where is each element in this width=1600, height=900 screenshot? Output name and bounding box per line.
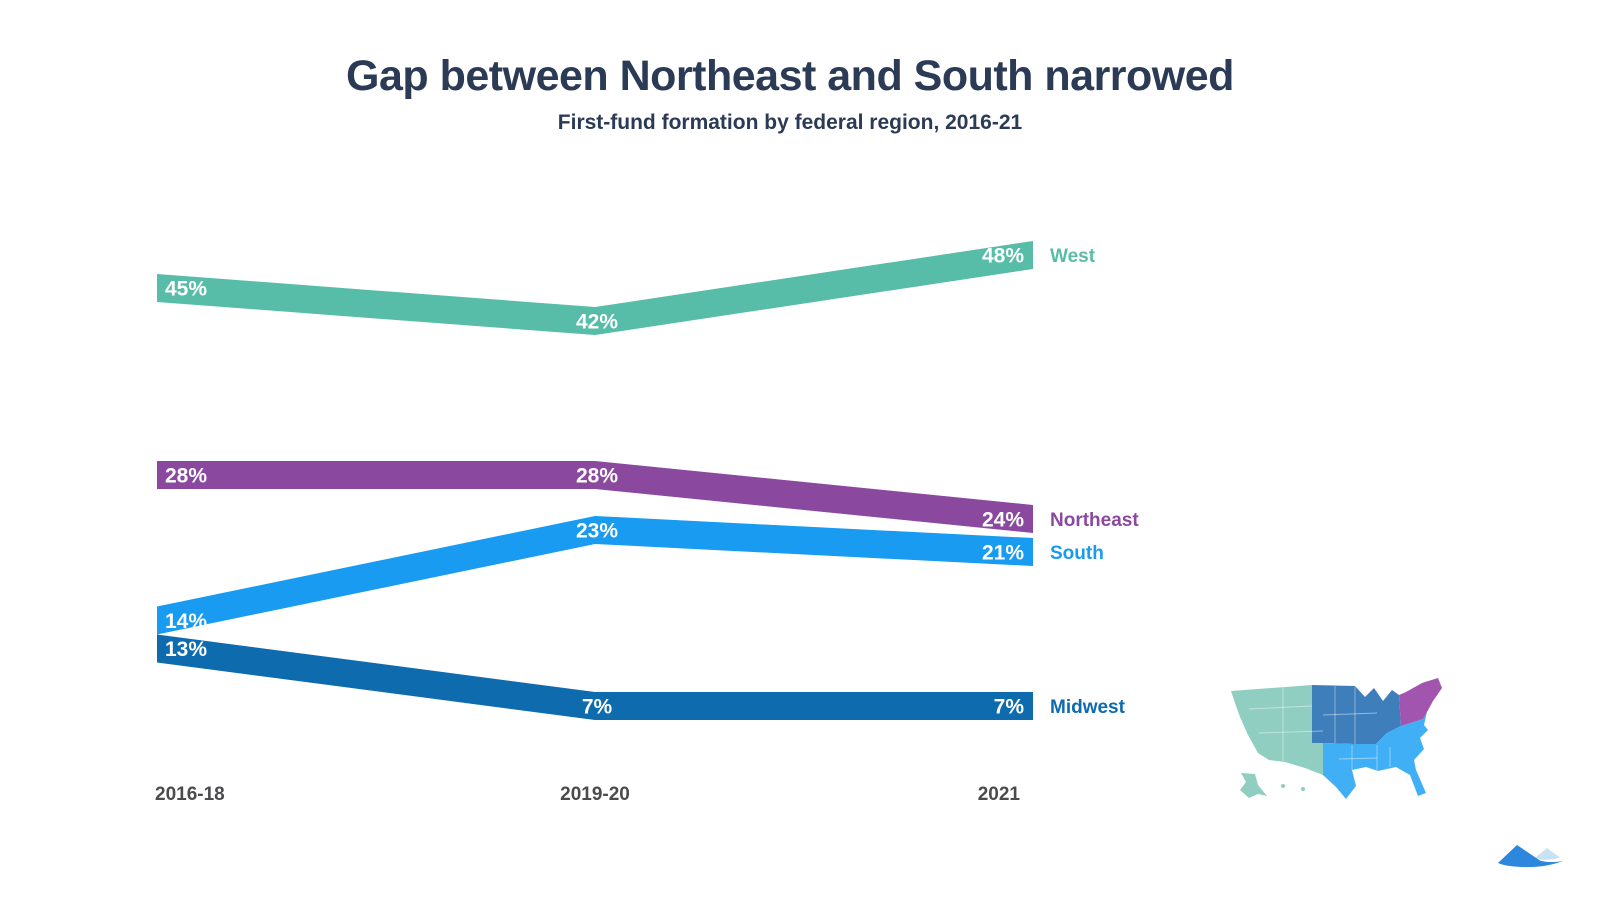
map-region-northeast (1399, 678, 1442, 726)
data-label-midwest-2019-20: 7% (582, 696, 613, 719)
data-label-northeast-2021: 24% (982, 509, 1024, 532)
map-region-west (1231, 685, 1323, 775)
us-regions-map (1231, 678, 1442, 799)
logo-dark-peak-icon (1498, 845, 1563, 868)
logo (1498, 845, 1563, 868)
map-region-south (1323, 712, 1428, 799)
data-label-south-2021: 21% (982, 542, 1024, 565)
series-band-south (157, 516, 1033, 635)
data-label-west-2019-20: 42% (576, 311, 618, 334)
x-axis-label-2021: 2021 (978, 784, 1021, 805)
series-band-west (157, 241, 1033, 335)
data-label-midwest-2016-18: 13% (165, 638, 207, 661)
map-island-dot (1301, 787, 1305, 791)
data-label-south-2019-20: 23% (576, 520, 618, 543)
data-label-south-2016-18: 14% (165, 610, 207, 633)
map-region-midwest (1312, 685, 1401, 744)
x-axis-label-2016-18: 2016-18 (155, 784, 225, 805)
title-block: Gap between Northeast and South narrowed… (0, 52, 1580, 135)
logo-light-peak-icon (1535, 848, 1560, 860)
series-band-northeast (157, 461, 1033, 533)
data-label-west-2021: 48% (982, 245, 1024, 268)
data-label-midwest-2021: 7% (994, 696, 1025, 719)
map-region-alaska (1240, 773, 1267, 798)
data-label-northeast-2019-20: 28% (576, 465, 618, 488)
map-island-dot (1281, 784, 1285, 788)
data-label-west-2016-18: 45% (165, 278, 207, 301)
data-label-northeast-2016-18: 28% (165, 465, 207, 488)
map-state-borders (1248, 685, 1391, 771)
chart-title: Gap between Northeast and South narrowed (346, 52, 1234, 100)
series-band-midwest (157, 634, 1033, 720)
chart-subtitle: First-fund formation by federal region, … (557, 111, 1023, 134)
legend-label-northeast: Northeast (1050, 510, 1139, 531)
legend-label-midwest: Midwest (1050, 697, 1126, 718)
legend-label-south: South (1050, 543, 1104, 564)
legend-label-west: West (1050, 246, 1096, 267)
x-axis-label-2019-20: 2019-20 (560, 784, 630, 805)
